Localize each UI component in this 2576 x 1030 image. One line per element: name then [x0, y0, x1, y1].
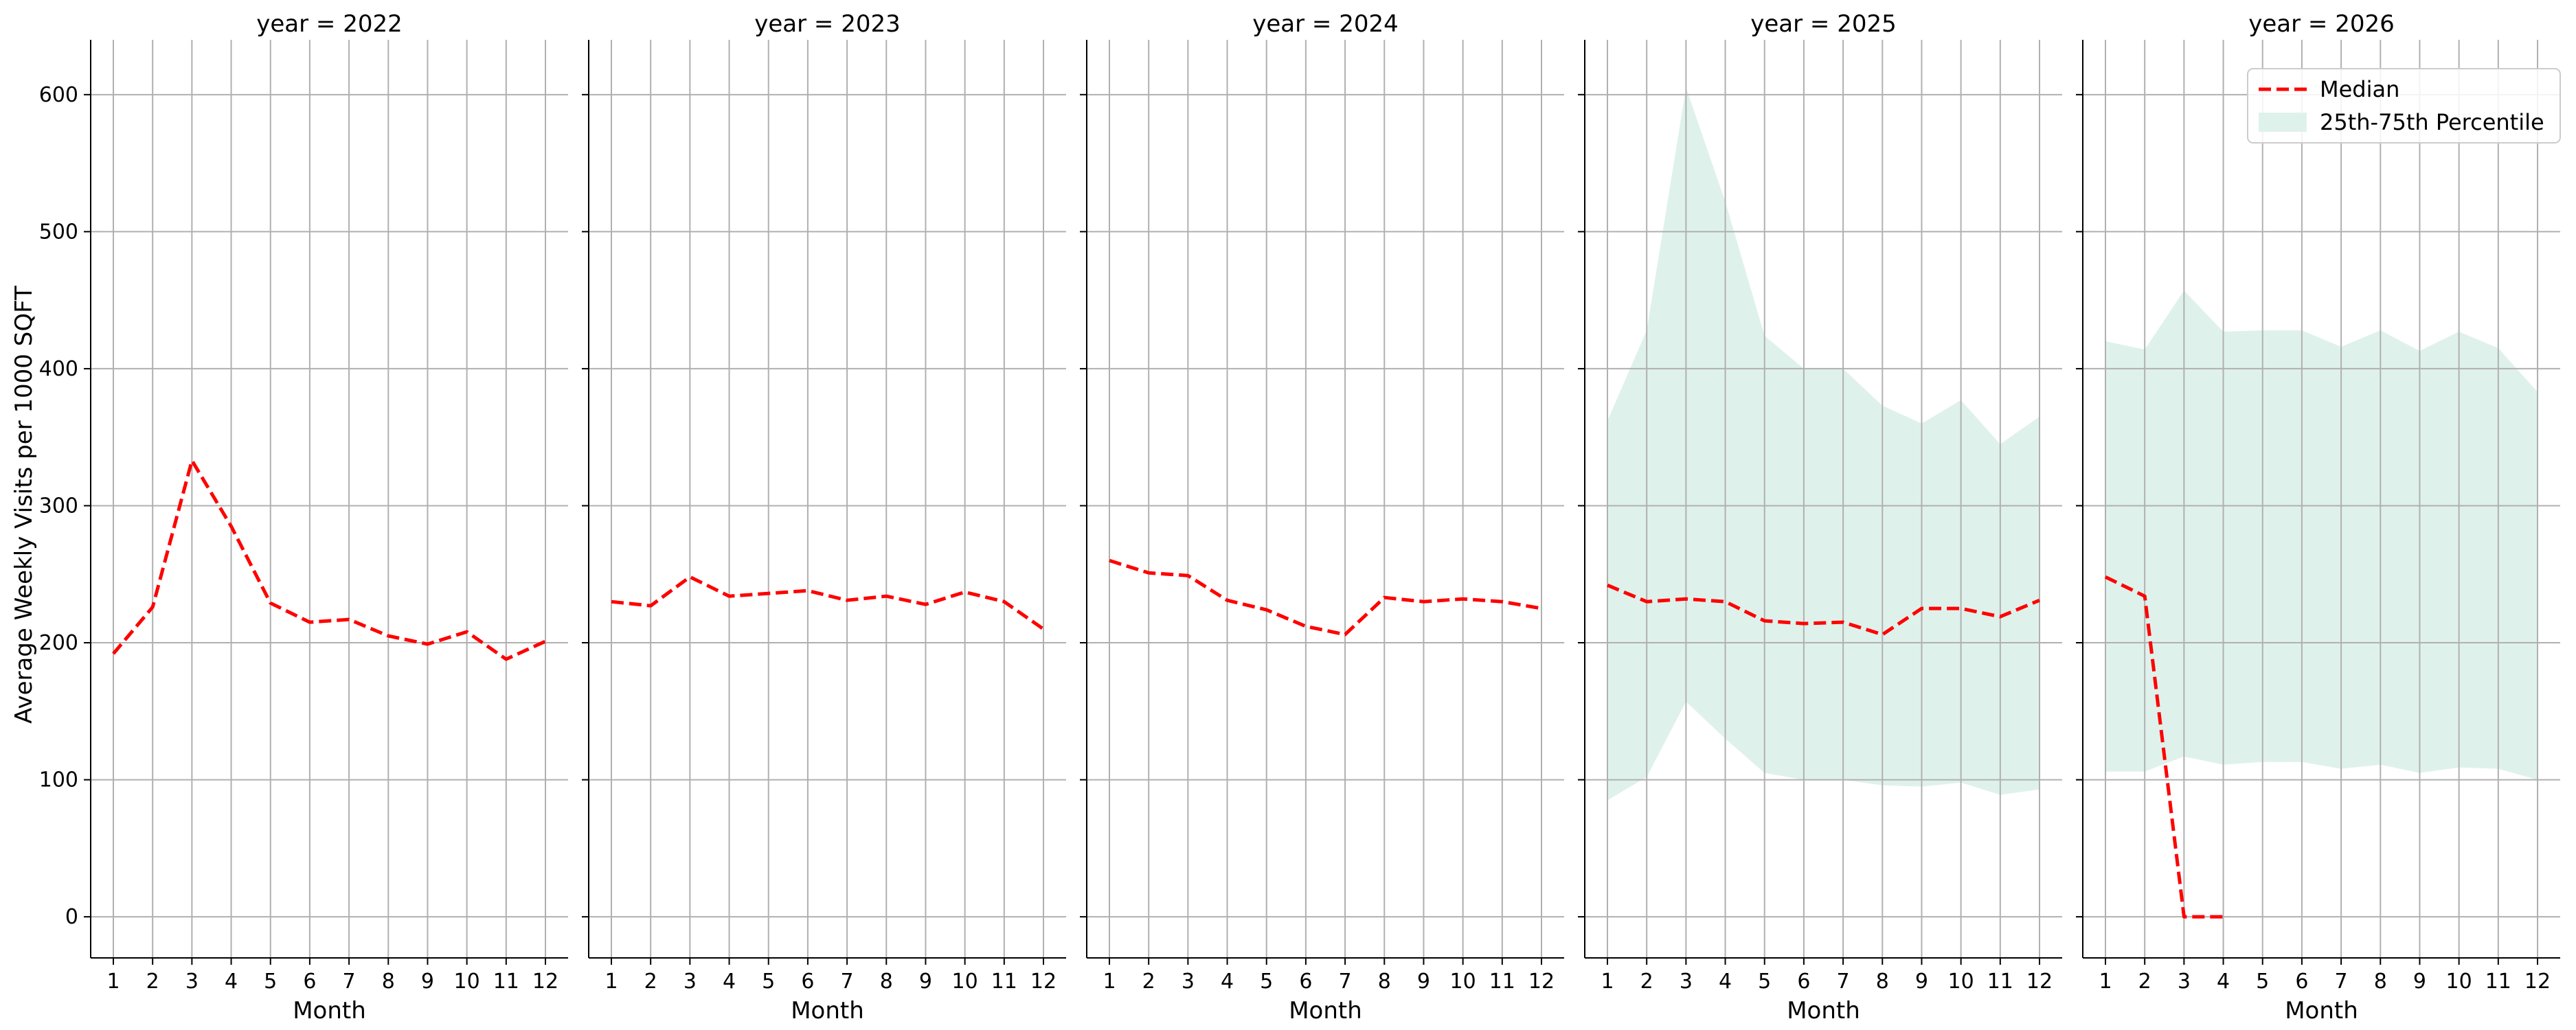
facet-title: year = 2024 [1252, 10, 1398, 38]
x-tick-label: 2 [644, 970, 657, 994]
y-tick-label: 600 [39, 83, 78, 107]
facet-title: year = 2023 [754, 10, 900, 38]
x-tick-label: 4 [2217, 970, 2230, 994]
x-tick-label: 6 [1299, 970, 1312, 994]
y-tick-label: 500 [39, 220, 78, 244]
x-tick-label: 2 [1142, 970, 1155, 994]
legend-median-label: Median [2320, 76, 2399, 102]
facet-title: year = 2025 [1750, 10, 1896, 38]
x-tick-label: 3 [2178, 970, 2191, 994]
x-tick-label: 7 [2335, 970, 2348, 994]
x-axis-label: Month [1289, 997, 1362, 1025]
x-tick-label: 1 [1103, 970, 1116, 994]
legend-band-label: 25th-75th Percentile [2320, 109, 2544, 135]
x-tick-label: 6 [801, 970, 814, 994]
x-tick-label: 7 [1837, 970, 1850, 994]
x-tick-label: 6 [1797, 970, 1810, 994]
median-line [1607, 583, 2040, 637]
x-axis-label: Month [293, 997, 366, 1025]
x-tick-label: 7 [841, 970, 854, 994]
x-tick-label: 11 [2485, 970, 2511, 994]
x-tick-label: 11 [493, 970, 519, 994]
x-tick-label: 8 [382, 970, 395, 994]
x-tick-label: 6 [303, 970, 316, 994]
x-tick-label: 9 [421, 970, 434, 994]
percentile-band [1607, 87, 2040, 801]
x-tick-label: 5 [1260, 970, 1273, 994]
x-tick-label: 8 [2374, 970, 2387, 994]
x-tick-label: 8 [1378, 970, 1391, 994]
facet-title: year = 2026 [2248, 10, 2394, 38]
x-tick-label: 11 [991, 970, 1017, 994]
x-tick-label: 7 [1339, 970, 1352, 994]
x-tick-label: 1 [1601, 970, 1614, 994]
median-line [112, 459, 547, 661]
x-tick-label: 5 [264, 970, 277, 994]
x-tick-label: 5 [762, 970, 775, 994]
x-tick-label: 2 [1640, 970, 1653, 994]
y-tick-label: 200 [39, 631, 78, 655]
x-tick-label: 8 [1876, 970, 1889, 994]
facet-title: year = 2022 [256, 10, 402, 38]
x-tick-label: 2 [146, 970, 159, 994]
x-tick-label: 10 [1948, 970, 1974, 994]
x-tick-label: 3 [1680, 970, 1693, 994]
x-tick-label: 1 [2099, 970, 2112, 994]
x-tick-label: 12 [1030, 970, 1057, 994]
y-axis-label: Average Weekly Visits per 1000 SQFT [10, 286, 38, 724]
legend-band-swatch [2259, 113, 2307, 132]
x-tick-label: 4 [1221, 970, 1234, 994]
x-tick-label: 7 [343, 970, 356, 994]
x-tick-label: 3 [683, 970, 697, 994]
x-tick-label: 4 [723, 970, 736, 994]
x-tick-label: 9 [919, 970, 932, 994]
x-tick-label: 1 [605, 970, 618, 994]
x-tick-label: 12 [2026, 970, 2053, 994]
x-tick-label: 9 [1915, 970, 1928, 994]
x-tick-label: 9 [1417, 970, 1430, 994]
x-tick-label: 11 [1987, 970, 2013, 994]
x-tick-label: 5 [1758, 970, 1771, 994]
x-tick-label: 9 [2413, 970, 2426, 994]
x-tick-label: 6 [2295, 970, 2308, 994]
x-tick-label: 10 [1450, 970, 1476, 994]
x-tick-label: 10 [952, 970, 978, 994]
median-line [1109, 558, 1542, 637]
y-tick-label: 100 [39, 768, 78, 792]
legend-box [2247, 68, 2561, 144]
median-line [2104, 575, 2224, 919]
x-tick-label: 11 [1489, 970, 1515, 994]
x-axis-label: Month [791, 997, 864, 1025]
x-tick-label: 10 [454, 970, 480, 994]
y-tick-label: 400 [39, 357, 78, 381]
x-tick-label: 12 [532, 970, 558, 994]
x-tick-label: 4 [1719, 970, 1732, 994]
percentile-band [2105, 290, 2538, 780]
x-tick-label: 3 [1182, 970, 1195, 994]
median-line [611, 575, 1045, 631]
x-tick-label: 10 [2446, 970, 2472, 994]
x-tick-label: 2 [2138, 970, 2151, 994]
x-axis-label: Month [1787, 997, 1860, 1025]
x-tick-label: 5 [2256, 970, 2269, 994]
x-tick-label: 3 [185, 970, 199, 994]
x-tick-label: 4 [225, 970, 238, 994]
x-tick-label: 12 [1528, 970, 1555, 994]
x-axis-label: Month [2285, 997, 2358, 1025]
y-tick-label: 0 [65, 905, 78, 929]
y-tick-label: 300 [39, 494, 78, 518]
legend: Median 25th-75th Percentile [2247, 68, 2561, 144]
x-tick-label: 12 [2524, 970, 2551, 994]
x-tick-label: 1 [106, 970, 120, 994]
x-tick-label: 8 [880, 970, 893, 994]
